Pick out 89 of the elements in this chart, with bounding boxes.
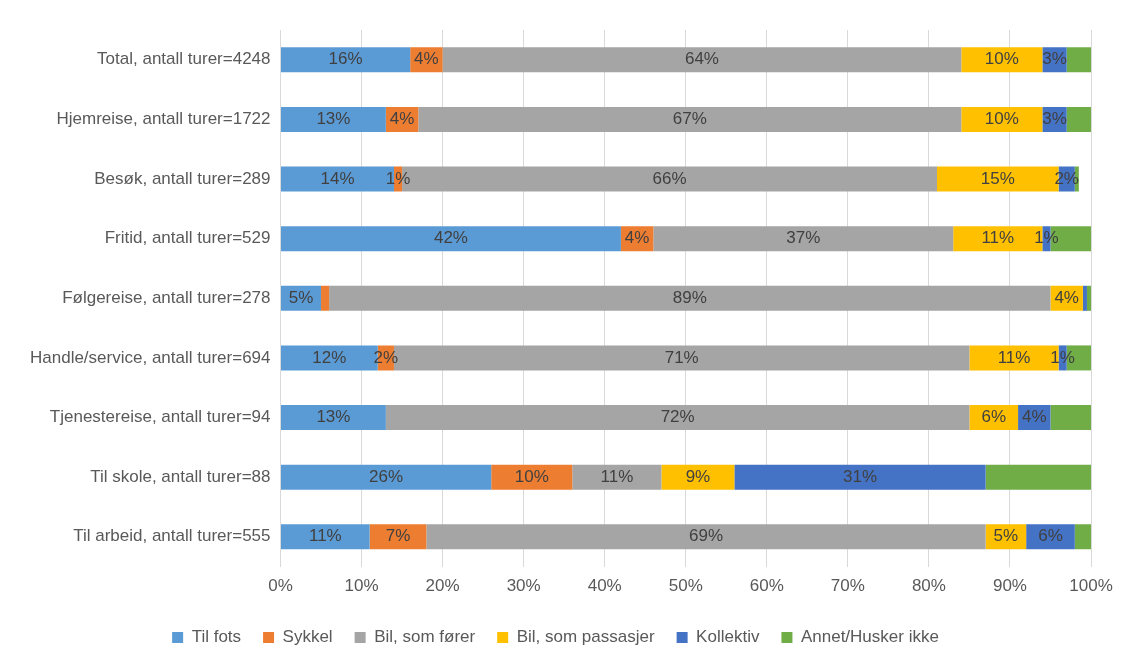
y-tick-label: Tjenestereise, antall turer=94: [49, 407, 271, 427]
data-label: 3%: [1042, 109, 1067, 129]
x-tick-label: 70%: [830, 576, 865, 596]
data-label: 7%: [385, 526, 411, 546]
data-label: 13%: [316, 109, 351, 129]
data-label: 1%: [1034, 228, 1059, 248]
data-label: 6%: [981, 407, 1007, 427]
data-label: 37%: [786, 228, 821, 248]
legend-label: Sykkel: [282, 627, 333, 647]
x-tick-label: 90%: [992, 576, 1027, 596]
data-label: 10%: [984, 49, 1019, 69]
x-tick-label: 0%: [268, 576, 293, 596]
data-label: 3%: [1042, 49, 1067, 69]
data-label: 13%: [316, 407, 351, 427]
x-tick-label: 100%: [1069, 576, 1113, 596]
data-label: 4%: [1054, 287, 1079, 307]
data-label: 9%: [685, 466, 711, 486]
data-label: 31%: [842, 466, 878, 486]
bar: [281, 226, 621, 252]
legend-label: Bil, som passasjer: [516, 627, 655, 647]
data-label: 10%: [514, 466, 549, 486]
x-tick-label: 10%: [344, 576, 379, 596]
bar: [385, 405, 970, 431]
data-label: 4%: [389, 109, 415, 129]
data-label: 4%: [414, 49, 439, 69]
bar: [734, 464, 986, 490]
data-label: 14%: [320, 168, 355, 188]
x-tick-label: 50%: [668, 576, 703, 596]
data-label: 10%: [984, 109, 1019, 129]
bar: [653, 226, 954, 252]
data-label: 69%: [689, 526, 724, 546]
y-tick-label: Til skole, antall turer=88: [90, 466, 271, 486]
bar: [1082, 285, 1087, 311]
bar: [1074, 524, 1091, 550]
bar: [442, 47, 962, 73]
data-label: 1%: [1050, 347, 1075, 367]
legend-label: Kollektiv: [696, 627, 760, 647]
bar: [281, 524, 370, 550]
bar: [281, 106, 386, 132]
bar: [1050, 405, 1091, 431]
bar: [572, 464, 662, 490]
data-label: 4%: [624, 228, 650, 248]
data-label: 11%: [600, 466, 634, 486]
data-label: 11%: [997, 347, 1031, 367]
bar: [1086, 285, 1091, 311]
data-label: 66%: [652, 168, 687, 188]
data-label: 1%: [385, 168, 411, 188]
bar: [281, 405, 386, 431]
bar: [985, 464, 1091, 490]
data-label: 15%: [980, 168, 1015, 188]
y-tick-label: Total, antall turer=4248: [97, 49, 271, 69]
x-tick-label: 40%: [587, 576, 622, 596]
data-label: 64%: [684, 49, 719, 69]
x-tick-label: 20%: [425, 576, 460, 596]
y-tick-label: Fritid, antall turer=529: [104, 228, 271, 248]
bar: [321, 285, 330, 311]
y-tick-label: Til arbeid, antall turer=555: [73, 526, 271, 546]
y-tick-label: Handle/service, antall turer=694: [30, 347, 271, 367]
x-tick-label: 30%: [506, 576, 541, 596]
x-tick-label: 60%: [749, 576, 784, 596]
data-label: 42%: [433, 228, 468, 248]
data-label: 5%: [993, 526, 1019, 546]
data-label: 4%: [1021, 407, 1047, 427]
x-tick-label: 80%: [911, 576, 946, 596]
data-label: 6%: [1038, 526, 1063, 546]
legend-label: Bil, som fører: [374, 627, 476, 647]
data-label: 72%: [660, 407, 695, 427]
legend-label: Til fots: [191, 627, 242, 647]
data-label: 89%: [672, 287, 707, 307]
data-label: 11%: [308, 526, 342, 546]
bar: [418, 106, 962, 132]
bar: [281, 47, 411, 73]
bar: [1066, 106, 1091, 132]
y-tick-label: Besøk, antall turer=289: [94, 168, 271, 188]
bar: [426, 524, 986, 550]
y-tick-label: Hjemreise, antall turer=1722: [56, 109, 271, 129]
bar: [1066, 47, 1091, 73]
data-label: 16%: [328, 49, 363, 69]
bar: [281, 464, 492, 490]
y-tick-label: Følgereise, antall turer=278: [62, 287, 271, 307]
data-label: 26%: [369, 466, 404, 486]
data-label: 5%: [288, 287, 314, 307]
data-label: 71%: [664, 347, 699, 367]
bar: [661, 464, 735, 490]
data-label: 67%: [672, 109, 707, 129]
data-label: 11%: [981, 228, 1015, 248]
legend-label: Annet/Husker ikke: [800, 627, 939, 647]
bar: [329, 285, 1051, 311]
data-label: 12%: [312, 347, 347, 367]
